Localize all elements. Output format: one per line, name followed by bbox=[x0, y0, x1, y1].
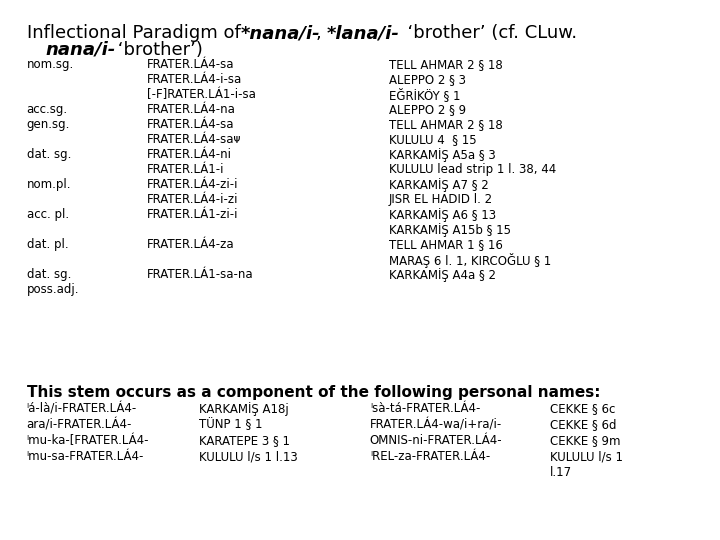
Text: ALEPPO 2 § 9: ALEPPO 2 § 9 bbox=[389, 103, 466, 116]
Text: dat. pl.: dat. pl. bbox=[27, 238, 68, 251]
Text: TÜNP 1 § 1: TÜNP 1 § 1 bbox=[199, 418, 263, 431]
Text: acc. pl.: acc. pl. bbox=[27, 208, 68, 221]
Text: KARKAMİŞ A18j: KARKAMİŞ A18j bbox=[199, 402, 289, 416]
Text: FRATER.LÁ1-sa-na: FRATER.LÁ1-sa-na bbox=[147, 268, 253, 281]
Text: KARKAMİŞ A5a § 3: KARKAMİŞ A5a § 3 bbox=[389, 148, 495, 162]
Text: KARKAMİŞ A7 § 2: KARKAMİŞ A7 § 2 bbox=[389, 178, 489, 192]
Text: ᴵsà-tá-FRATER.LÁ4-: ᴵsà-tá-FRATER.LÁ4- bbox=[370, 402, 480, 415]
Text: *nana/i-: *nana/i- bbox=[240, 24, 320, 42]
Text: poss.adj.: poss.adj. bbox=[27, 283, 79, 296]
Text: FRATER.LÁ4-i-zi: FRATER.LÁ4-i-zi bbox=[147, 193, 238, 206]
Text: nana/i-: nana/i- bbox=[45, 41, 116, 59]
Text: [-F]RATER.LÁ1-i-sa: [-F]RATER.LÁ1-i-sa bbox=[147, 88, 256, 101]
Text: FRATER.LÁ1-i: FRATER.LÁ1-i bbox=[147, 163, 225, 176]
Text: MARAŞ 6 l. 1, KIRCOĞLU § 1: MARAŞ 6 l. 1, KIRCOĞLU § 1 bbox=[389, 253, 551, 268]
Text: KARKAMİŞ A15b § 15: KARKAMİŞ A15b § 15 bbox=[389, 223, 510, 237]
Text: FRATER.LÁ4-zi-i: FRATER.LÁ4-zi-i bbox=[147, 178, 238, 191]
Text: FRATER.LÁ1-zi-i: FRATER.LÁ1-zi-i bbox=[147, 208, 238, 221]
Text: nom.sg.: nom.sg. bbox=[27, 58, 74, 71]
Text: gen.sg.: gen.sg. bbox=[27, 118, 70, 131]
Text: OMNIS-ni-FRATER.LÁ4-: OMNIS-ni-FRATER.LÁ4- bbox=[370, 434, 503, 447]
Text: CEKKE § 6d: CEKKE § 6d bbox=[550, 418, 616, 431]
Text: FRATER.LÁ4-na: FRATER.LÁ4-na bbox=[147, 103, 236, 116]
Text: ᴵá-là/i-FRATER.LÁ4-: ᴵá-là/i-FRATER.LÁ4- bbox=[27, 402, 137, 415]
Text: acc.sg.: acc.sg. bbox=[27, 103, 68, 116]
Text: KULULU lead strip 1 l. 38, 44: KULULU lead strip 1 l. 38, 44 bbox=[389, 163, 556, 176]
Text: EĞRİKÖY § 1: EĞRİKÖY § 1 bbox=[389, 88, 460, 102]
Text: dat. sg.: dat. sg. bbox=[27, 148, 71, 161]
Text: FRATER.LÁ4-sa: FRATER.LÁ4-sa bbox=[147, 58, 235, 71]
Text: ᴵmu-sa-FRATER.LÁ4-: ᴵmu-sa-FRATER.LÁ4- bbox=[27, 450, 144, 463]
Text: FRATER.LÁ4-wa/i+ra/i-: FRATER.LÁ4-wa/i+ra/i- bbox=[370, 418, 502, 431]
Text: KULULU l/s 1 l.13: KULULU l/s 1 l.13 bbox=[199, 450, 298, 463]
Text: ᴵmu-ka-[FRATER.LÁ4-: ᴵmu-ka-[FRATER.LÁ4- bbox=[27, 434, 149, 447]
Text: *lana/i-: *lana/i- bbox=[327, 24, 400, 42]
Text: FRATER.LÁ4-za: FRATER.LÁ4-za bbox=[147, 238, 235, 251]
Text: Inflectional Paradigm of: Inflectional Paradigm of bbox=[27, 24, 252, 42]
Text: ara/i-FRATER.LÁ4-: ara/i-FRATER.LÁ4- bbox=[27, 418, 132, 431]
Text: KULULU l/s 1: KULULU l/s 1 bbox=[550, 450, 623, 463]
Text: ALEPPO 2 § 3: ALEPPO 2 § 3 bbox=[389, 73, 466, 86]
Text: KARKAMİŞ A6 § 13: KARKAMİŞ A6 § 13 bbox=[389, 208, 496, 222]
Text: CEKKE § 9m: CEKKE § 9m bbox=[550, 434, 621, 447]
Text: CEKKE § 6c: CEKKE § 6c bbox=[550, 402, 616, 415]
Text: KARKAMİŞ A4a § 2: KARKAMİŞ A4a § 2 bbox=[389, 268, 496, 282]
Text: nom.pl.: nom.pl. bbox=[27, 178, 71, 191]
Text: JISR EL HADID l. 2: JISR EL HADID l. 2 bbox=[389, 193, 493, 206]
Text: FRATER.LÁ4-i-sa: FRATER.LÁ4-i-sa bbox=[147, 73, 242, 86]
Text: KULULU 4  § 15: KULULU 4 § 15 bbox=[389, 133, 477, 146]
Text: FRATER.LÁ4-saᴪ: FRATER.LÁ4-saᴪ bbox=[147, 133, 241, 146]
Text: KARATEPE 3 § 1: KARATEPE 3 § 1 bbox=[199, 434, 290, 447]
Text: ‘brother’): ‘brother’) bbox=[112, 41, 203, 59]
Text: ᴵREL-za-FRATER.LÁ4-: ᴵREL-za-FRATER.LÁ4- bbox=[370, 450, 490, 463]
Text: dat. sg.: dat. sg. bbox=[27, 268, 71, 281]
Text: ‘brother’ (cf. CLuw.: ‘brother’ (cf. CLuw. bbox=[396, 24, 577, 42]
Text: TELL AHMAR 2 § 18: TELL AHMAR 2 § 18 bbox=[389, 58, 503, 71]
Text: TELL AHMAR 1 § 16: TELL AHMAR 1 § 16 bbox=[389, 238, 503, 251]
Text: This stem occurs as a component of the following personal names:: This stem occurs as a component of the f… bbox=[27, 385, 600, 400]
Text: FRATER.LÁ4-sa: FRATER.LÁ4-sa bbox=[147, 118, 235, 131]
Text: FRATER.LÁ4-ni: FRATER.LÁ4-ni bbox=[147, 148, 232, 161]
Text: ,: , bbox=[315, 24, 327, 42]
Text: TELL AHMAR 2 § 18: TELL AHMAR 2 § 18 bbox=[389, 118, 503, 131]
Text: l.17: l.17 bbox=[550, 466, 572, 479]
